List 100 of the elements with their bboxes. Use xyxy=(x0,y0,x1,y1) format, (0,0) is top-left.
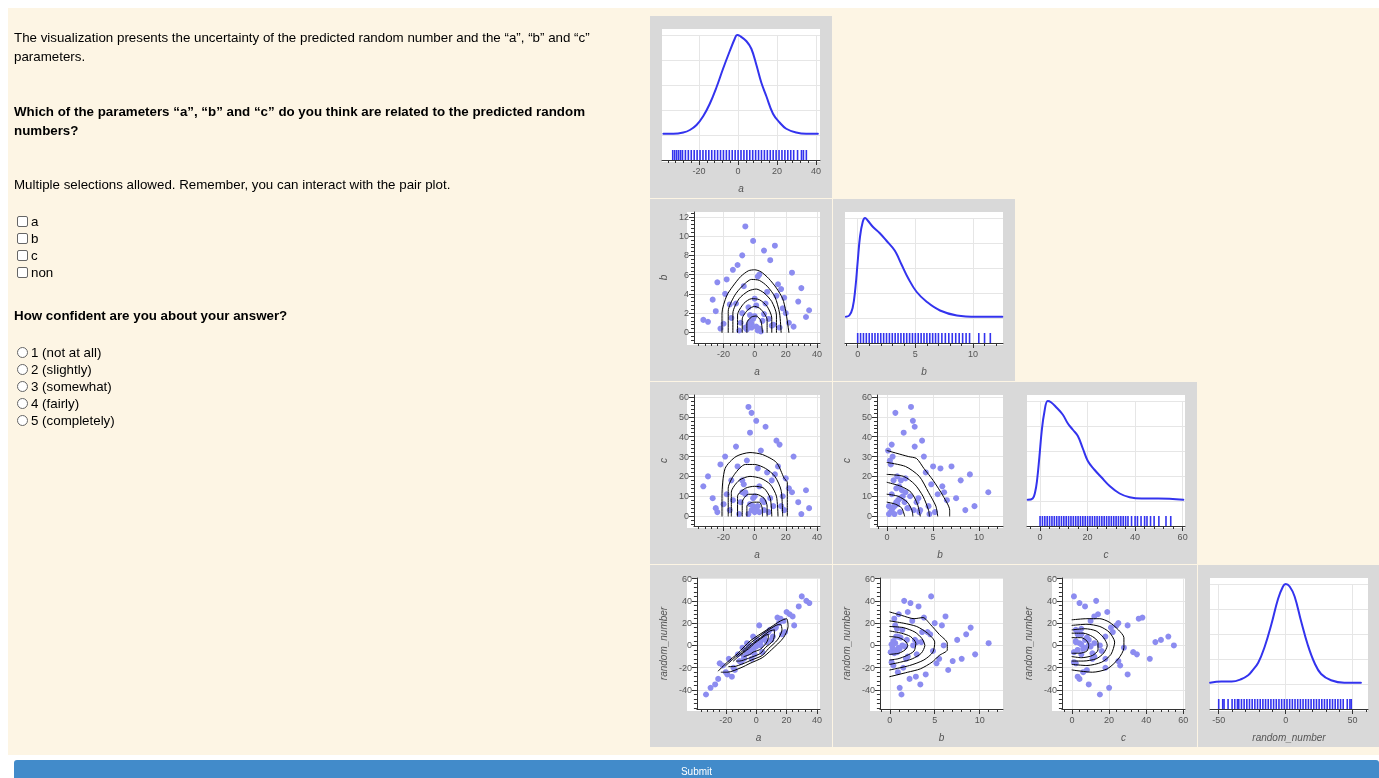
y-axis-title: c xyxy=(840,458,852,463)
y-tick-label: 2 xyxy=(683,308,689,319)
y-tick-label: 8 xyxy=(683,250,689,261)
x-axis-title: b xyxy=(937,548,944,560)
text: How confident are you about your answer? xyxy=(14,307,289,325)
y-tick-label: 40 xyxy=(678,431,689,442)
y-tick-label: 20 xyxy=(681,618,692,629)
x-tick-label: -20 xyxy=(717,348,731,359)
x-tick-label: 40 xyxy=(811,165,822,176)
x-tick-label: 40 xyxy=(811,348,822,359)
y-axis-title: random_number xyxy=(840,606,852,681)
y-tick-label: 60 xyxy=(1046,573,1057,584)
x-tick-label: 40 xyxy=(811,714,822,725)
y-tick-label: 0 xyxy=(683,511,689,522)
x-tick-label: 10 xyxy=(974,714,985,725)
y-tick-label: -40 xyxy=(678,685,692,696)
x-tick-label: 0 xyxy=(887,714,893,725)
x-tick-label: 10 xyxy=(968,348,979,359)
x-tick-label: 20 xyxy=(781,714,792,725)
y-tick-label: -20 xyxy=(1043,662,1057,673)
y-tick-label: 50 xyxy=(861,411,872,422)
y-tick-label: 0 xyxy=(683,327,689,338)
y-tick-label: 60 xyxy=(681,573,692,584)
text: 1 (not at all) xyxy=(31,344,102,361)
y-axis-title: random_number xyxy=(1022,606,1034,681)
text: 3 (somewhat) xyxy=(31,378,112,395)
y-axis-title: b xyxy=(657,274,669,281)
x-tick-label: 50 xyxy=(1347,714,1358,725)
x-tick-label: -20 xyxy=(719,714,733,725)
x-axis-title: b xyxy=(921,365,928,377)
text: c xyxy=(31,247,38,264)
x-tick-label: 40 xyxy=(1130,531,1141,542)
text: Multiple selections allowed. Remember, you can interact with the pair plot. xyxy=(14,176,452,194)
y-tick-label: 0 xyxy=(686,640,692,651)
y-tick-label: 6 xyxy=(683,269,689,280)
text: The visualization presents the uncertainty of the predicted random number and the “a”, “b” and “c” parameters. xyxy=(14,29,591,66)
x-tick-label: 60 xyxy=(1178,714,1189,725)
y-tick-label: 40 xyxy=(864,595,875,606)
x-tick-label: 0 xyxy=(753,714,759,725)
x-axis-title: b xyxy=(938,731,945,743)
x-tick-label: 5 xyxy=(932,714,938,725)
y-tick-label: -20 xyxy=(861,662,875,673)
text: 4 (fairly) xyxy=(31,395,80,412)
x-axis-title: c xyxy=(1103,548,1109,560)
y-tick-label: 0 xyxy=(869,640,875,651)
y-tick-label: 50 xyxy=(678,411,689,422)
x-tick-label: 0 xyxy=(735,165,741,176)
y-tick-label: 40 xyxy=(681,595,692,606)
y-tick-label: 10 xyxy=(861,491,872,502)
x-tick-label: 0 xyxy=(752,531,758,542)
x-tick-label: 20 xyxy=(780,531,791,542)
text: a xyxy=(31,213,39,230)
y-tick-label: 20 xyxy=(678,471,689,482)
y-tick-label: -40 xyxy=(1043,685,1057,696)
text: 5 (completely) xyxy=(31,412,115,429)
y-tick-label: 0 xyxy=(1051,640,1057,651)
y-tick-label: 20 xyxy=(861,471,872,482)
text: non xyxy=(31,264,54,281)
y-tick-label: 20 xyxy=(1046,618,1057,629)
x-axis-title: a xyxy=(755,731,762,743)
text: b xyxy=(31,230,39,247)
x-tick-label: 20 xyxy=(1082,531,1093,542)
x-tick-label: -20 xyxy=(717,531,731,542)
x-axis-title: a xyxy=(738,182,745,194)
y-tick-label: 0 xyxy=(866,511,872,522)
x-tick-label: 20 xyxy=(1104,714,1115,725)
y-tick-label: 4 xyxy=(683,288,689,299)
x-tick-label: 40 xyxy=(811,531,822,542)
x-axis-title: a xyxy=(754,365,761,377)
y-tick-label: 20 xyxy=(864,618,875,629)
text: 2 (slightly) xyxy=(31,361,92,378)
x-tick-label: 20 xyxy=(780,348,791,359)
y-tick-label: 12 xyxy=(678,211,689,222)
y-tick-label: 40 xyxy=(861,431,872,442)
x-tick-label: 0 xyxy=(1283,714,1289,725)
y-tick-label: 60 xyxy=(864,573,875,584)
y-tick-label: -40 xyxy=(861,685,875,696)
y-tick-label: 30 xyxy=(678,451,689,462)
y-tick-label: 60 xyxy=(861,391,872,402)
text: Which of the parameters “a”, “b” and “c” do you think are related to the predicted random numbers? xyxy=(14,103,586,140)
x-tick-label: 40 xyxy=(1141,714,1152,725)
y-tick-label: -20 xyxy=(678,662,692,673)
y-tick-label: 10 xyxy=(678,491,689,502)
x-tick-label: 0 xyxy=(1069,714,1075,725)
y-axis-title: random_number xyxy=(657,606,669,681)
x-tick-label: 0 xyxy=(752,348,758,359)
x-tick-label: 20 xyxy=(772,165,783,176)
x-tick-label: -20 xyxy=(692,165,706,176)
y-tick-label: 40 xyxy=(1046,595,1057,606)
y-tick-label: 10 xyxy=(678,231,689,242)
y-tick-label: 60 xyxy=(678,391,689,402)
y-axis-title: c xyxy=(657,458,669,463)
x-tick-label: 5 xyxy=(912,348,918,359)
x-tick-label: 60 xyxy=(1177,531,1188,542)
x-axis-title: random_number xyxy=(1252,731,1327,743)
x-tick-label: -50 xyxy=(1212,714,1226,725)
x-tick-label: 0 xyxy=(884,531,890,542)
x-tick-label: 5 xyxy=(930,531,936,542)
y-tick-label: 30 xyxy=(861,451,872,462)
x-axis-title: a xyxy=(754,548,761,560)
